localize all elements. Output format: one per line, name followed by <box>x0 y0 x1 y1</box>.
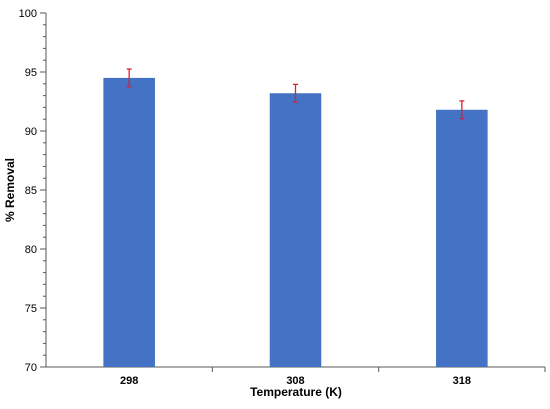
y-axis: 70 75 80 85 90 95 100 <box>19 8 47 374</box>
y-tick-label: 100 <box>19 8 37 20</box>
bar-298 <box>103 77 155 368</box>
y-tick-label: 95 <box>25 67 37 79</box>
y-tick-label: 75 <box>25 303 37 315</box>
x-tick-label: 318 <box>453 375 471 387</box>
y-tick-label: 90 <box>25 126 37 138</box>
bar-318 <box>436 109 488 367</box>
y-tick-label: 85 <box>25 185 37 197</box>
x-tick-label: 308 <box>286 375 304 387</box>
x-tick-label: 298 <box>120 375 138 387</box>
x-axis-title: Temperature (K) <box>250 385 342 399</box>
error-bars <box>126 68 465 120</box>
bar-308 <box>269 93 322 368</box>
x-axis: 298 308 318 <box>46 366 546 387</box>
y-tick-label: 80 <box>25 244 37 256</box>
bars <box>103 77 488 368</box>
y-tick-label: 70 <box>25 362 37 374</box>
y-axis-title: % Removal <box>3 158 17 222</box>
